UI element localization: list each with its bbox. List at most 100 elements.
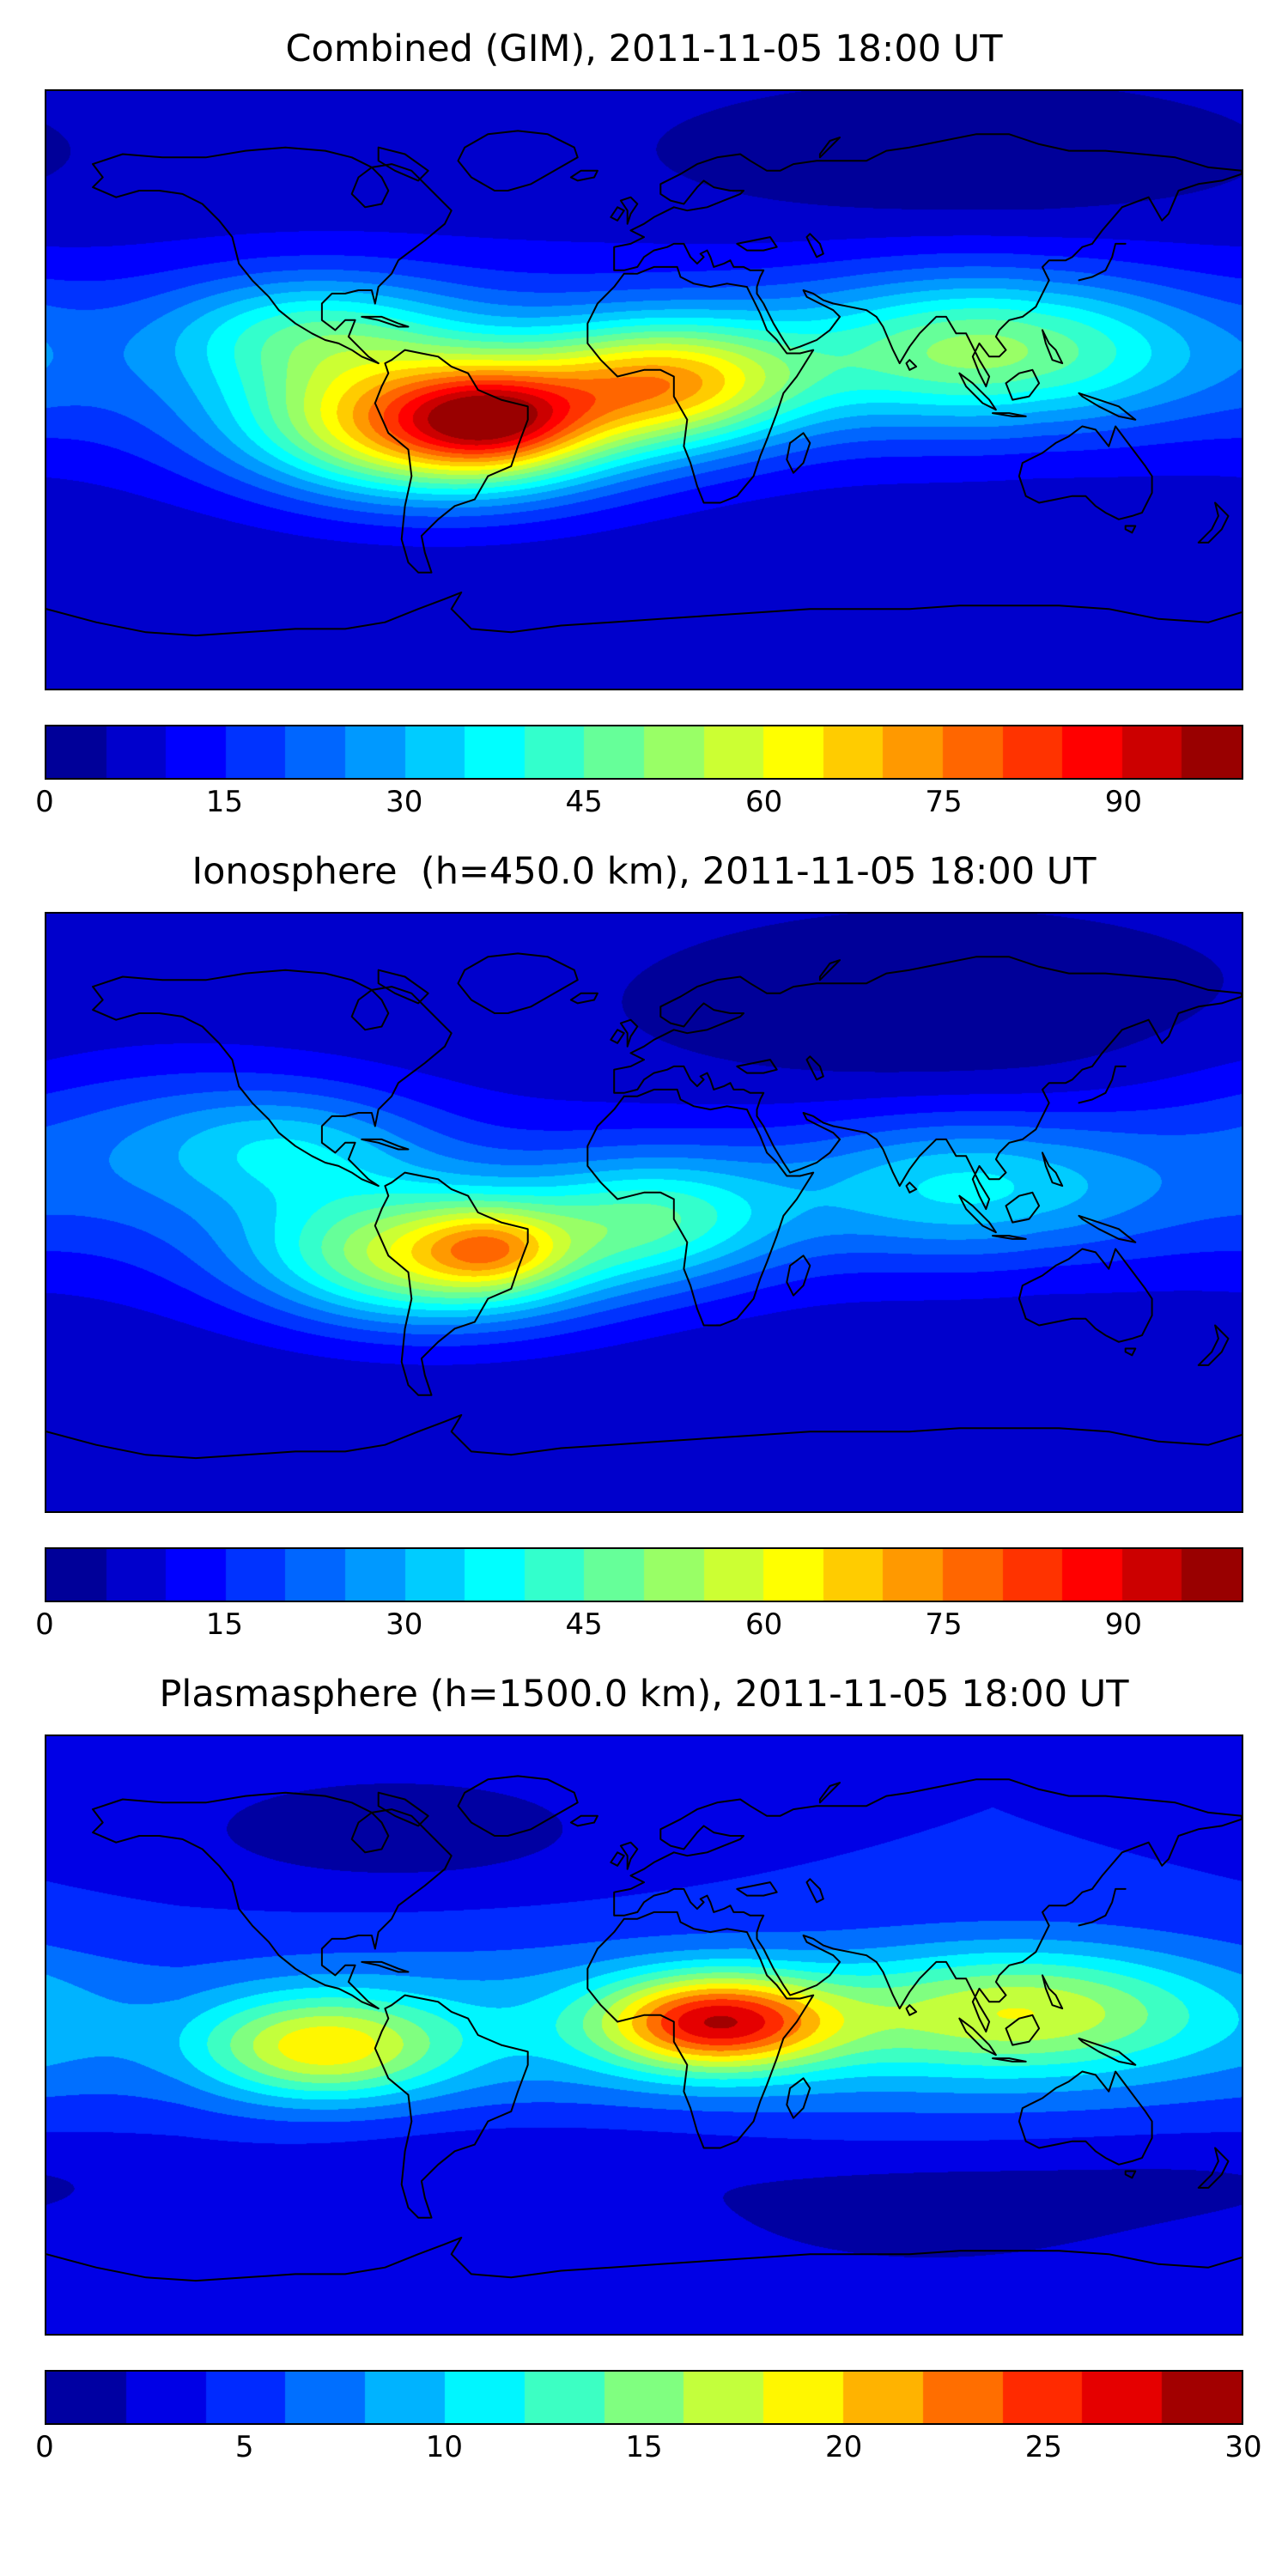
coastline-path [992,1235,1027,1240]
coastline-path [613,1778,1242,2033]
colorbar-ticks-ionosphere: 0 15 30 45 60 75 90 [35,1602,1243,1645]
coastline-path [805,1055,824,1081]
coastline-path [1197,501,1230,544]
colorbar-tick-label: 15 [205,1607,244,1642]
coastline-path [736,236,778,252]
coastline-path [361,1138,410,1151]
colorbar-canvas [46,1549,1242,1601]
coastline-path [457,952,579,1014]
coastline-path [958,2017,997,2057]
colorbar-tick-label: 0 [35,1607,54,1642]
coastline-path [818,959,841,981]
coastline-path [992,2057,1027,2063]
coastline-path [92,986,380,1188]
coastline-path [46,591,1242,637]
coastline-path [569,169,598,182]
coastline-path [569,992,598,1005]
coastline-path [1124,2170,1137,2179]
coastline-path [958,372,997,411]
colorbar-tick-label: 10 [425,2430,463,2464]
coastline-path [905,1182,918,1194]
coastlines-overlay [46,952,1242,1460]
coastline-path [1078,1214,1137,1243]
coastline-path [1042,1974,1064,2010]
colorbar-tick-label: 90 [1104,785,1143,819]
colorbar-tick-label: 60 [744,1607,783,1642]
coastline-path [1197,2147,1230,2189]
coastline-path [610,206,625,222]
colorbar-tick-label: 30 [386,785,423,819]
coastline-path [1078,242,1127,282]
coastline-path [610,1029,625,1044]
coastline-path [92,163,380,365]
coastline-path [818,137,841,159]
tec-field-canvas [46,91,1242,689]
colorbar-tick-label: 15 [205,785,244,819]
coastline-path [374,1171,529,1396]
coastline-path [1197,1324,1230,1366]
coastline-path [586,265,815,504]
coastline-path [1005,368,1041,401]
coastline-path [613,133,1242,388]
coastline-path [1078,1887,1127,1927]
coastline-path [46,1413,1242,1460]
colorbar-canvas [46,726,1242,778]
panel-plasmasphere: Plasmasphere (h=1500.0 km), 2011-11-05 1… [35,1645,1261,2468]
coastline-path [377,1791,429,1827]
coastline-path [377,146,429,182]
colorbar-tick-label: 0 [35,785,54,819]
colorbar-ticks-plasmasphere: 0 5 10 15 20 25 30 [35,2425,1261,2468]
colorbar-plasmasphere [45,2370,1243,2425]
coastline-path [46,2236,1242,2282]
coastline-path [958,1194,997,1234]
coastline-path [1018,1248,1153,1343]
coastline-path [569,1814,598,1827]
coastline-path [818,1782,841,1804]
colorbar-tick-label: 75 [925,785,963,819]
coastline-path [361,1960,410,1973]
coastline-path [457,1775,579,1837]
colorbar-tick-label: 75 [925,1607,963,1642]
colorbar-ticks-combined: 0 15 30 45 60 75 90 [35,780,1243,823]
coastline-path [786,432,811,474]
coastline-path [1018,425,1153,520]
colorbar-ionosphere [45,1547,1243,1602]
coastline-path [905,359,918,371]
coastline-path [619,1841,639,1870]
coastlines-overlay [46,130,1242,637]
map-plasmasphere [45,1735,1243,2336]
coastline-path [92,146,453,365]
coastline-path [1124,525,1137,534]
coastline-path [586,1911,815,2149]
coastline-path [1078,2037,1137,2066]
coastline-path [736,1881,778,1897]
coastline-path [613,956,1242,1211]
coastline-path [374,349,529,574]
panel-combined-gim: Combined (GIM), 2011-11-05 18:00 UT 0 15 3… [35,0,1243,823]
colorbar-combined [45,725,1243,780]
coastline-path [786,2077,811,2119]
colorbar-tick-label: 20 [825,2430,863,2464]
tec-field-canvas [46,1736,1242,2334]
map-combined-gim [45,89,1243,690]
coastline-path [1005,2014,1041,2046]
panel-ionosphere: Ionosphere (h=450.0 km), 2011-11-05 18:0… [35,823,1243,1645]
panel-title-combined: Combined (GIM), 2011-11-05 18:00 UT [285,27,1003,70]
panel-title-plasmasphere: Plasmasphere (h=1500.0 km), 2011-11-05 1… [159,1673,1129,1716]
coastline-path [905,2004,918,2016]
coastline-path [92,1791,453,2010]
colorbar-tick-label: 60 [744,785,783,819]
coastline-path [1018,2070,1153,2166]
coastline-path [786,1255,811,1297]
coastline-path [374,1994,529,2219]
coastline-path [805,1878,824,1904]
colorbar-tick-label: 15 [625,2430,663,2464]
coastline-path [361,315,410,328]
map-ionosphere [45,912,1243,1513]
coastlines-overlay [46,1775,1242,2282]
coastline-path [1124,1347,1137,1357]
coastline-path [610,1851,625,1867]
colorbar-tick-label: 5 [234,2430,254,2464]
colorbar-canvas [46,2372,1242,2423]
